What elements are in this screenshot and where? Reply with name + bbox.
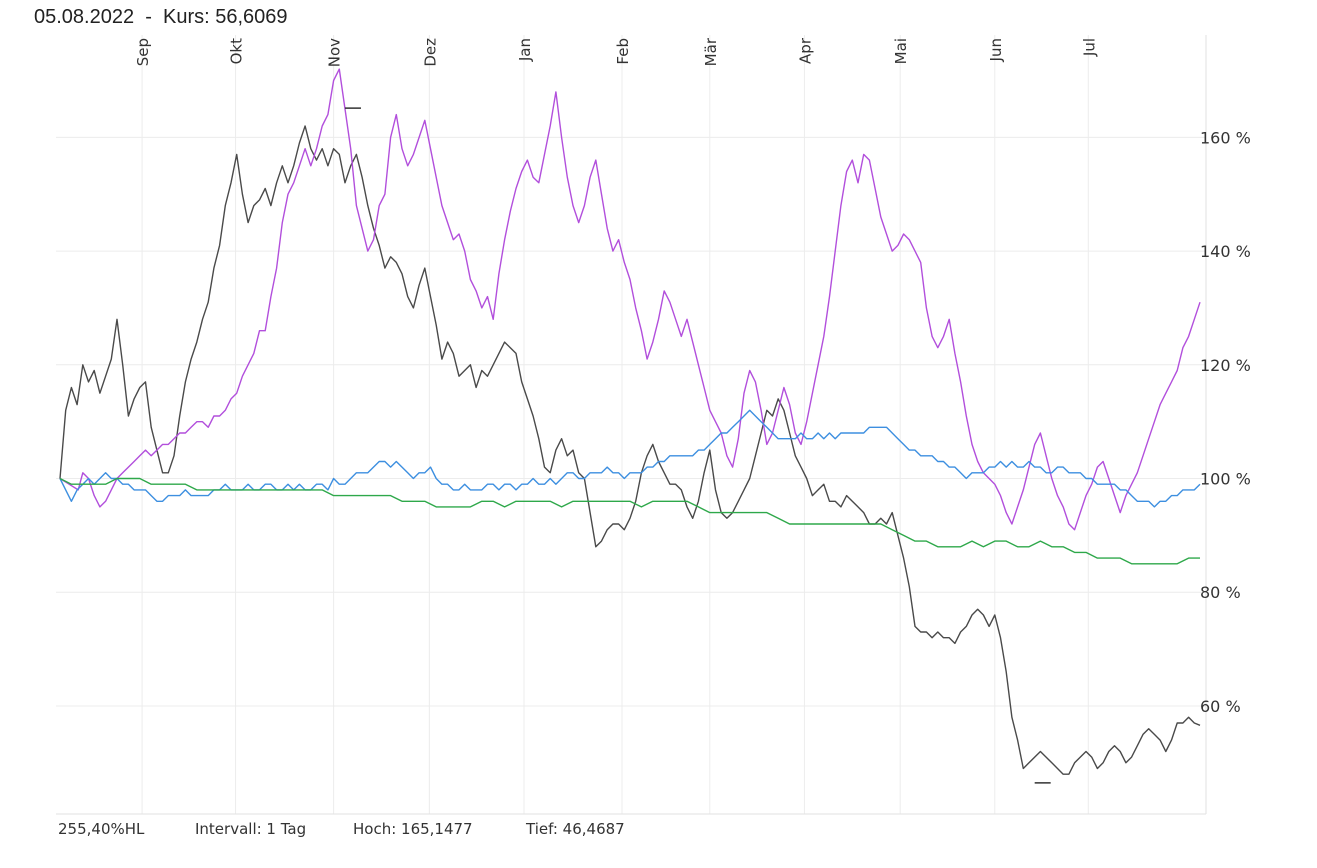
y-tick-labels: 60 % 80 % 100 % 120 % 140 % 160 % [1200, 128, 1251, 716]
x-tick-label: Mai [892, 38, 910, 64]
y-tick-label: 100 % [1200, 470, 1251, 489]
x-tick-label: Jun [987, 38, 1005, 62]
x-tick-label: Nov [326, 38, 344, 67]
series-lines [59, 68, 1201, 775]
x-tick-label: Apr [796, 37, 814, 64]
vertical-grid [141, 35, 1089, 814]
x-tick-label: Mär [702, 37, 720, 66]
high-low-markers [344, 107, 1051, 784]
y-tick-label: 60 % [1200, 697, 1241, 716]
y-tick-label: 140 % [1200, 242, 1251, 261]
series-line-2 [59, 68, 1201, 531]
series-line-4 [59, 477, 1200, 565]
y-tick-label: 160 % [1200, 128, 1251, 147]
low-label: Tief: 46,4687 [526, 820, 625, 838]
x-tick-label: Sep [134, 38, 152, 66]
y-tick-label: 80 % [1200, 583, 1241, 602]
x-tick-labels: Sep Okt Nov Dez Jan Feb Mär Apr Mai Jun Jul [134, 37, 1098, 67]
interval-label: Intervall: 1 Tag [195, 820, 307, 838]
x-tick-label: Jul [1080, 38, 1098, 57]
y-tick-label: 120 % [1200, 356, 1251, 375]
x-tick-label: Jan [516, 38, 534, 62]
x-tick-label: Okt [228, 38, 246, 64]
horizontal-grid [56, 136, 1206, 707]
series-line-3 [59, 409, 1201, 508]
chart-header: 05.08.2022 - Kurs: 56,6069 [34, 6, 288, 28]
range-label: 255,40%HL [58, 820, 145, 838]
high-label: Hoch: 165,1477 [353, 820, 473, 838]
x-tick-label: Feb [614, 38, 632, 65]
series-line-1 [59, 125, 1201, 775]
x-tick-label: Dez [421, 38, 439, 67]
